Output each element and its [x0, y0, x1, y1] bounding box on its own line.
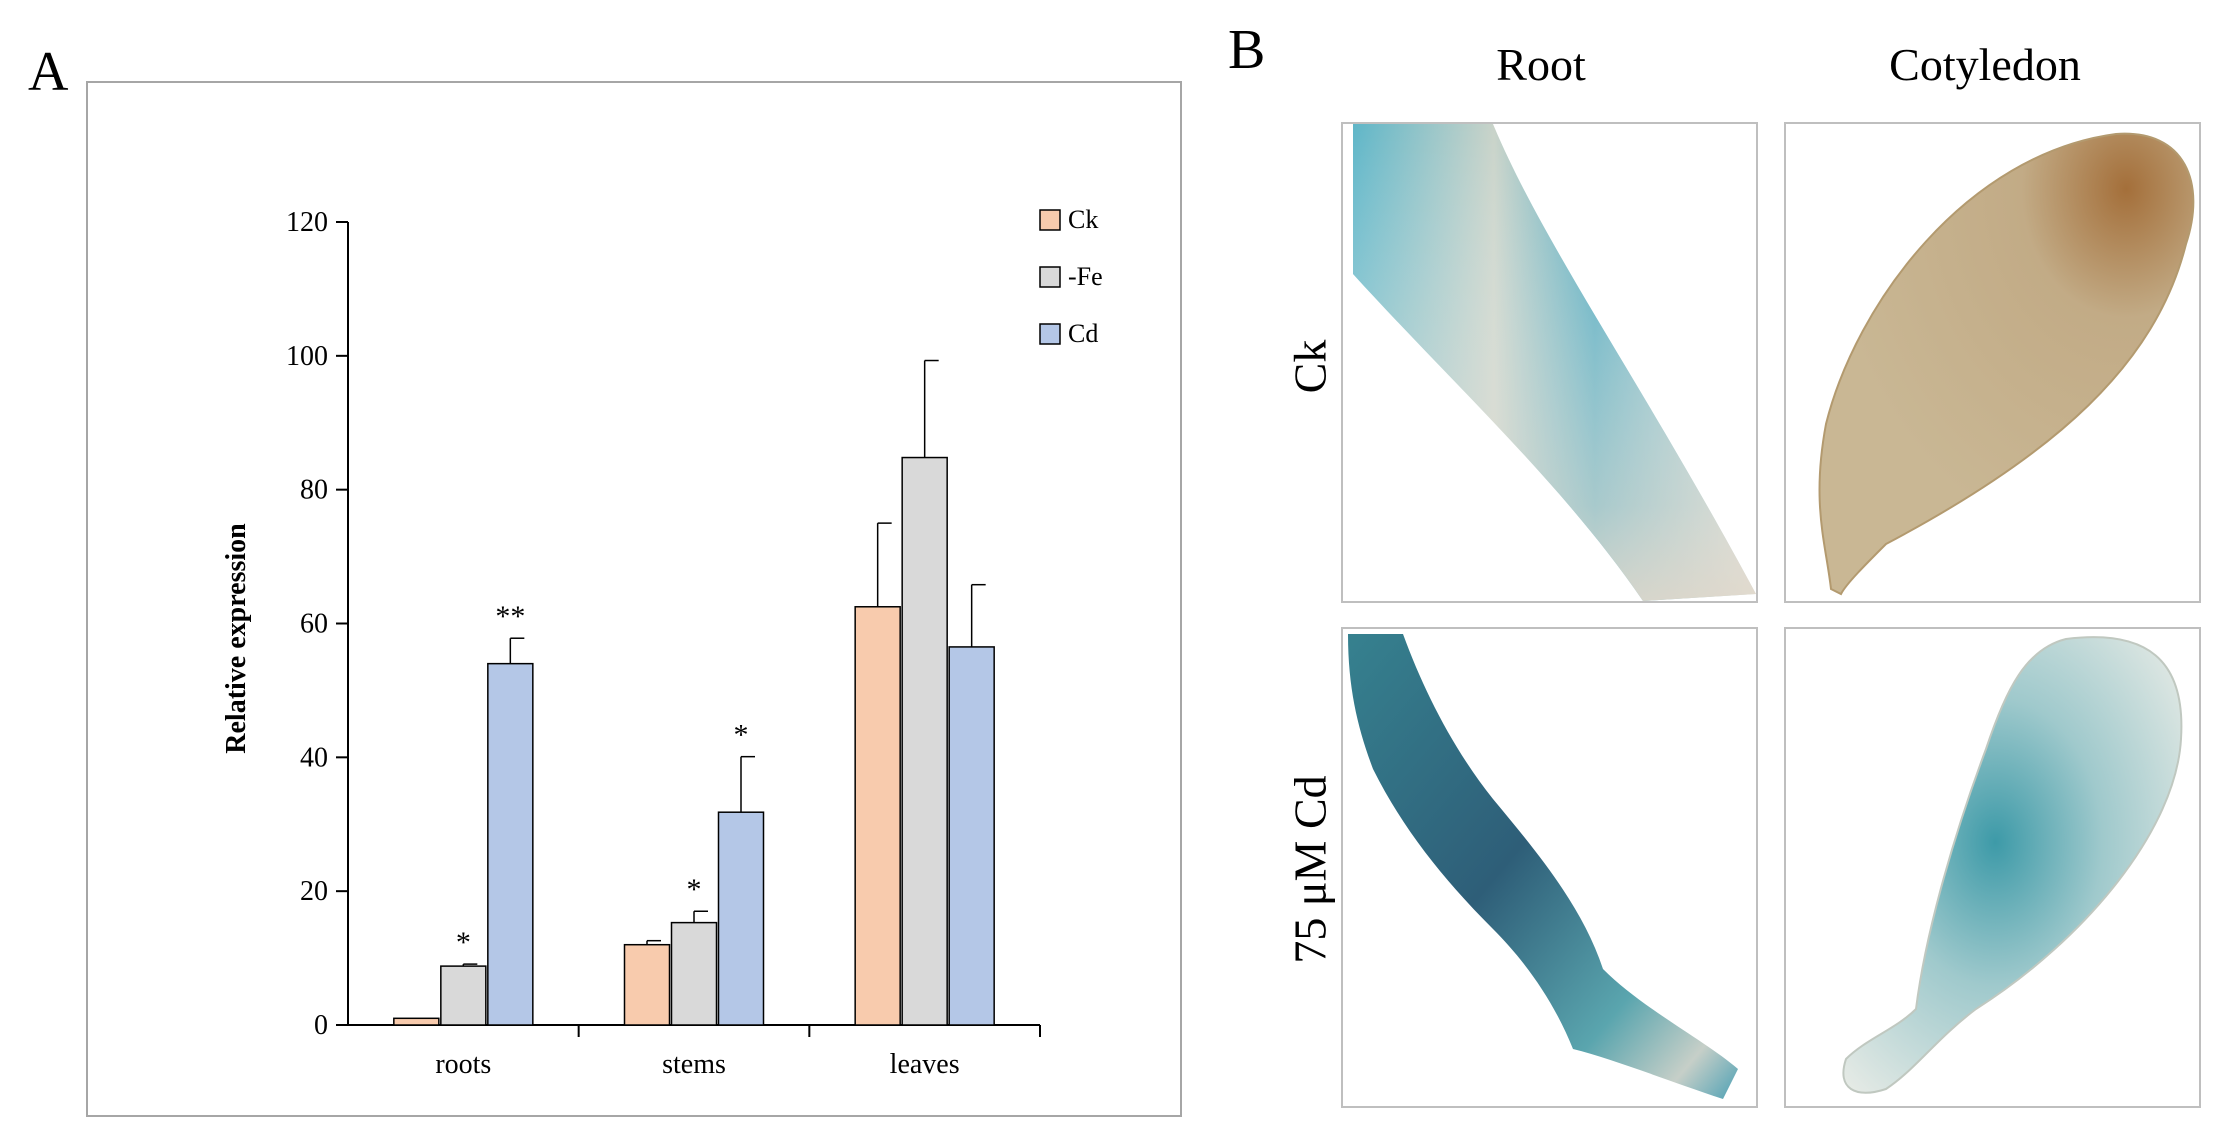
- significance-marker: **: [495, 600, 525, 633]
- bar-ck-roots: [393, 1017, 440, 1026]
- bar-fe-leaves: [901, 456, 948, 1026]
- significance-marker: *: [456, 926, 471, 959]
- column-title-cotyledon: Cotyledon: [1889, 39, 2081, 90]
- legend-label: -Fe: [1068, 262, 1103, 291]
- bar-cd-stems: [717, 811, 765, 1026]
- y-tick-label: 80: [300, 475, 328, 506]
- legend-swatch: [1039, 266, 1061, 288]
- legend-label: Ck: [1068, 205, 1098, 234]
- y-tick-label: 60: [300, 609, 328, 640]
- y-tick-label: 100: [286, 341, 328, 372]
- micrograph-ck-root: [1341, 122, 1758, 603]
- y-tick-label: 0: [314, 1010, 328, 1041]
- panel-a-label: A: [28, 41, 69, 103]
- micrograph-cd-root: [1341, 627, 1758, 1108]
- y-axis-label: Relative expression: [221, 523, 252, 754]
- legend-swatch: [1039, 323, 1061, 345]
- chart-frame: [86, 81, 1182, 1117]
- x-tick-label: roots: [435, 1049, 491, 1080]
- expression-chart: 0 20 40 60 80 100 120 Relative expression roots s…: [86, 81, 1182, 1117]
- significance-marker: *: [734, 719, 749, 752]
- bar-fe-stems: [670, 921, 718, 1026]
- y-tick-label: 20: [300, 876, 328, 907]
- panel-b-label: B: [1228, 19, 1266, 81]
- row-title-ck: Ck: [1284, 339, 1336, 394]
- bar-cd-leaves: [948, 646, 995, 1026]
- legend-swatch: [1039, 209, 1061, 231]
- bar-cd-roots: [487, 662, 534, 1026]
- column-title-root: Root: [1496, 39, 1586, 90]
- legend-label: Cd: [1068, 319, 1098, 348]
- micrograph-cd-cotyledon: [1784, 627, 2201, 1108]
- bar-fe-roots: [440, 965, 487, 1026]
- row-title-cd: 75 μM Cd: [1284, 775, 1336, 964]
- x-tick-label: leaves: [890, 1049, 960, 1080]
- bar-ck-leaves: [854, 606, 901, 1026]
- bar-ck-stems: [623, 943, 671, 1026]
- y-tick-label: 120: [286, 207, 328, 238]
- y-tick-label: 40: [300, 742, 328, 773]
- significance-marker: *: [687, 873, 702, 906]
- micrograph-ck-cotyledon: [1784, 122, 2201, 603]
- x-tick-label: stems: [662, 1049, 726, 1080]
